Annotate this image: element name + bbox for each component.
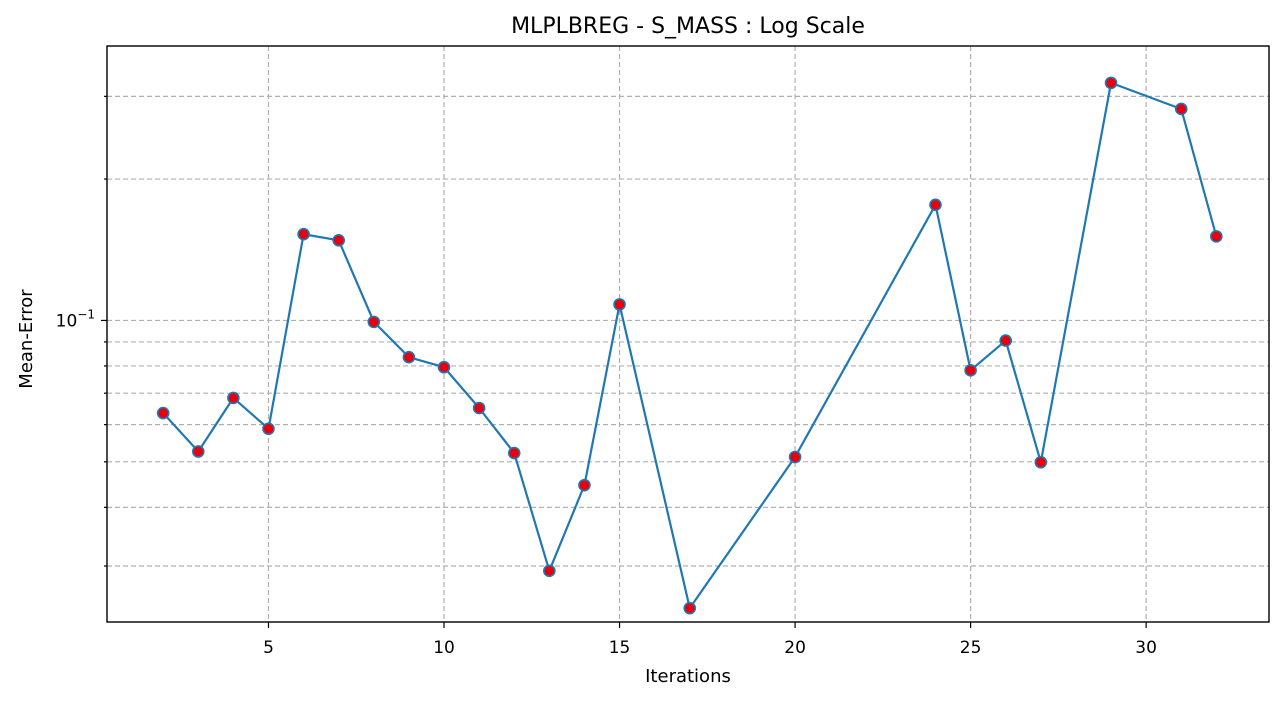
data-point — [1210, 230, 1223, 243]
x-tick-label: 15 — [609, 638, 631, 658]
data-point — [1104, 76, 1118, 90]
data-point — [964, 364, 977, 377]
chart-title: MLPLBREG - S_MASS : Log Scale — [511, 14, 865, 39]
y-tick-label: 10−1 — [56, 307, 95, 331]
y-axis-label: Mean-Error — [16, 289, 37, 389]
series-layer — [156, 76, 1223, 615]
data-point — [1174, 102, 1188, 116]
data-point — [402, 350, 416, 364]
axis-ticks: 5 10 15 20 25 30 10−1 — [56, 95, 1157, 658]
data-point — [929, 198, 942, 212]
data-point — [297, 227, 310, 241]
x-axis-label: Iterations — [645, 666, 731, 687]
data-point — [788, 450, 802, 464]
data-point — [156, 406, 170, 420]
x-tick-label: 10 — [433, 638, 455, 658]
data-point — [999, 334, 1013, 347]
data-point — [367, 315, 381, 329]
plot-frame — [106, 45, 1270, 623]
data-point — [613, 298, 626, 311]
data-point — [227, 391, 240, 405]
x-tick-label: 30 — [1135, 638, 1157, 658]
x-tick-label: 25 — [960, 638, 982, 658]
x-tick-label: 5 — [263, 638, 274, 658]
series-line — [162, 81, 1218, 610]
x-tick-label: 20 — [784, 638, 806, 658]
data-point — [262, 422, 275, 436]
data-point — [543, 564, 556, 578]
data-point — [191, 445, 205, 458]
data-point — [472, 401, 486, 415]
data-point — [507, 446, 521, 460]
data-point — [1034, 455, 1048, 469]
data-point — [437, 360, 451, 374]
grid-lines — [107, 46, 1269, 622]
data-point — [332, 234, 345, 247]
data-point — [683, 601, 697, 615]
data-point — [578, 478, 591, 492]
